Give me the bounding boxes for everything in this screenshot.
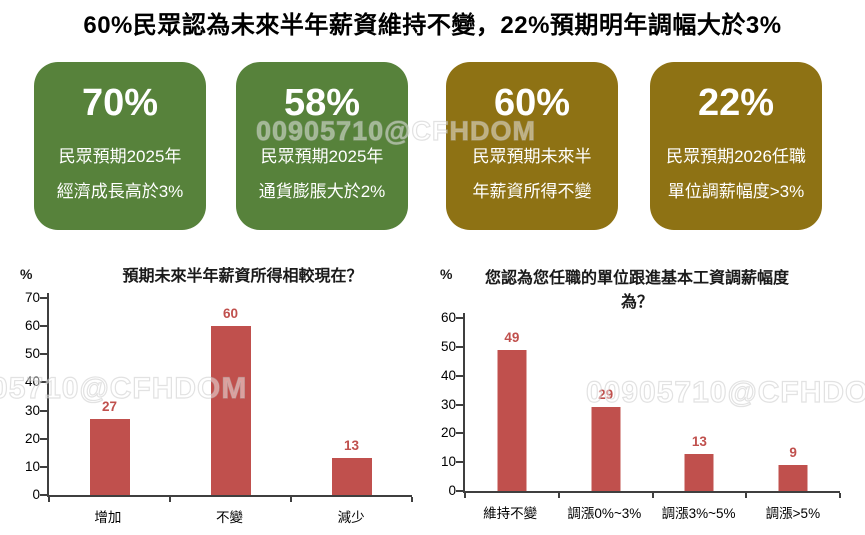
y-axis-tick-label: 40 — [24, 374, 40, 390]
category-band: 60 — [170, 298, 291, 495]
bar-減少 — [331, 458, 372, 495]
bar-value-label: 60 — [222, 306, 239, 322]
x-axis-category-label: 調漲3%~5% — [661, 506, 736, 521]
stat-caption-line2: 單位調薪幅度>3% — [667, 182, 805, 201]
stat-value: 70% — [81, 82, 159, 124]
y-axis-tick-label: 40 — [440, 367, 456, 383]
category-band: 49 — [465, 318, 559, 491]
bar-調漲0%~3% — [591, 407, 621, 491]
stat-card-economic-growth: 70% 民眾預期2025年 經濟成長高於3% — [34, 62, 206, 230]
y-axis-tick-mark — [40, 409, 47, 412]
y-axis-tick-label: 50 — [440, 338, 456, 354]
bar-value-label: 9 — [789, 445, 797, 461]
page-title: 60%民眾認為未來半年薪資維持不變，22%預期明年調幅大於3% — [83, 12, 782, 39]
y-axis-tick-mark — [456, 317, 463, 319]
y-axis-tick-mark — [40, 297, 47, 299]
stat-caption-line2: 經濟成長高於3% — [56, 182, 184, 201]
y-axis-tick-label: 10 — [24, 458, 40, 474]
y-axis-tick-mark — [40, 325, 47, 328]
y-axis-tick-mark — [456, 345, 463, 348]
bar-增加 — [89, 419, 130, 495]
stat-caption-line1: 民眾預期未來半 — [472, 147, 592, 166]
x-axis-tick-mark — [48, 497, 50, 502]
y-axis-tick-label: 10 — [440, 454, 456, 470]
bar-chart-wage-adjustment: % 您認為您任職的單位跟進基本工資調薪幅度為？ 0 10 20 30 40 50 60 49 2… — [432, 258, 865, 535]
bar-value-label: 49 — [504, 329, 520, 345]
x-axis-tick-mark — [169, 497, 171, 502]
category-band: 13 — [291, 298, 412, 495]
chart-title: 您認為您任職的單位跟進基本工資調薪幅度為？ — [484, 270, 789, 311]
category-band: 27 — [49, 298, 170, 495]
x-axis-labels: 維持不變 調漲0%~3% 調漲3%~5% 調漲>5% — [463, 502, 840, 522]
y-axis-tick-label: 20 — [440, 425, 456, 441]
bar-value-label: 29 — [598, 387, 614, 403]
y-axis-tick-label: 60 — [24, 318, 40, 334]
bar-不變 — [210, 326, 251, 495]
x-axis-tick-mark — [411, 497, 413, 502]
x-axis-category-label: 不變 — [216, 510, 243, 525]
bar-調漲>5% — [778, 465, 808, 491]
bar-維持不變 — [497, 349, 527, 491]
x-axis-category-label: 維持不變 — [483, 506, 538, 521]
y-axis-tick-mark — [456, 490, 463, 492]
bar-chart-salary-expectation: % 預期未來半年薪資所得相較現在？ 0 10 20 30 40 50 60 70 27 60 13 … — [0, 258, 432, 535]
y-axis-tick-label: 20 — [24, 430, 40, 446]
x-axis-category-label: 調漲0%~3% — [567, 506, 642, 521]
x-axis-tick-mark — [557, 493, 560, 498]
bar-value-label: 13 — [343, 438, 360, 454]
y-axis-unit-label: % — [20, 266, 33, 282]
category-band: 9 — [746, 318, 840, 491]
stat-caption-line2: 通貨膨脹大於2% — [258, 182, 386, 201]
bar-調漲3%~5% — [684, 453, 714, 491]
category-band: 13 — [653, 318, 747, 491]
category-band: 29 — [559, 318, 653, 491]
x-axis-tick-mark — [745, 493, 748, 498]
y-axis-tick-label: 50 — [24, 346, 40, 362]
y-axis-tick-mark — [456, 432, 463, 435]
x-axis-category-label: 增加 — [94, 510, 122, 525]
y-axis-tick-mark — [456, 374, 463, 377]
y-axis-tick-label: 70 — [24, 290, 40, 305]
y-axis-tick-label: 0 — [32, 487, 40, 502]
y-axis-tick-mark — [40, 437, 47, 440]
plot-area: 0 10 20 30 40 50 60 49 29 13 9 — [441, 311, 841, 498]
x-axis-tick-mark — [290, 497, 292, 502]
x-axis-tick-mark — [464, 493, 466, 498]
y-axis-tick-mark — [40, 465, 47, 468]
y-axis-tick-label: 30 — [24, 402, 40, 418]
x-axis-category-label: 調漲>5% — [765, 506, 821, 521]
y-axis-tick-mark — [40, 381, 47, 384]
y-axis-tick-mark — [456, 461, 463, 464]
x-axis-tick-mark — [651, 493, 654, 498]
plot-area: 0 10 20 30 40 50 60 70 27 60 13 — [25, 291, 413, 502]
stat-value: 60% — [493, 82, 571, 124]
stat-card-salary-unchanged: 60% 民眾預期未來半 年薪資所得不變 — [446, 62, 618, 230]
y-axis-tick-mark — [40, 494, 47, 496]
x-axis-labels: 增加 不變 減少 — [47, 506, 412, 526]
bar-value-label: 27 — [101, 399, 118, 415]
y-axis-tick-label: 0 — [448, 483, 456, 498]
bar-value-label: 13 — [691, 433, 707, 449]
y-axis-tick-label: 30 — [440, 396, 456, 412]
y-axis-tick-label: 60 — [440, 310, 456, 325]
stat-caption-line1: 民眾預期2025年 — [58, 147, 182, 166]
chart-title: 預期未來半年薪資所得相較現在？ — [122, 268, 363, 285]
y-axis-tick-mark — [40, 353, 47, 356]
stat-caption-line1: 民眾預期2026任職 — [666, 147, 806, 166]
stat-value: 22% — [697, 82, 775, 124]
stat-card-raise-above-3pct: 22% 民眾預期2026任職 單位調薪幅度>3% — [650, 62, 822, 230]
stat-caption-line2: 年薪資所得不變 — [472, 182, 592, 201]
x-axis-tick-mark — [839, 493, 841, 498]
stat-caption-line1: 民眾預期2025年 — [260, 147, 384, 166]
x-axis-category-label: 減少 — [337, 510, 365, 525]
y-axis-unit-label: % — [440, 266, 453, 282]
stat-value: 58% — [283, 82, 361, 124]
stat-card-inflation: 58% 民眾預期2025年 通貨膨脹大於2% — [236, 62, 408, 230]
y-axis-tick-mark — [456, 403, 463, 406]
